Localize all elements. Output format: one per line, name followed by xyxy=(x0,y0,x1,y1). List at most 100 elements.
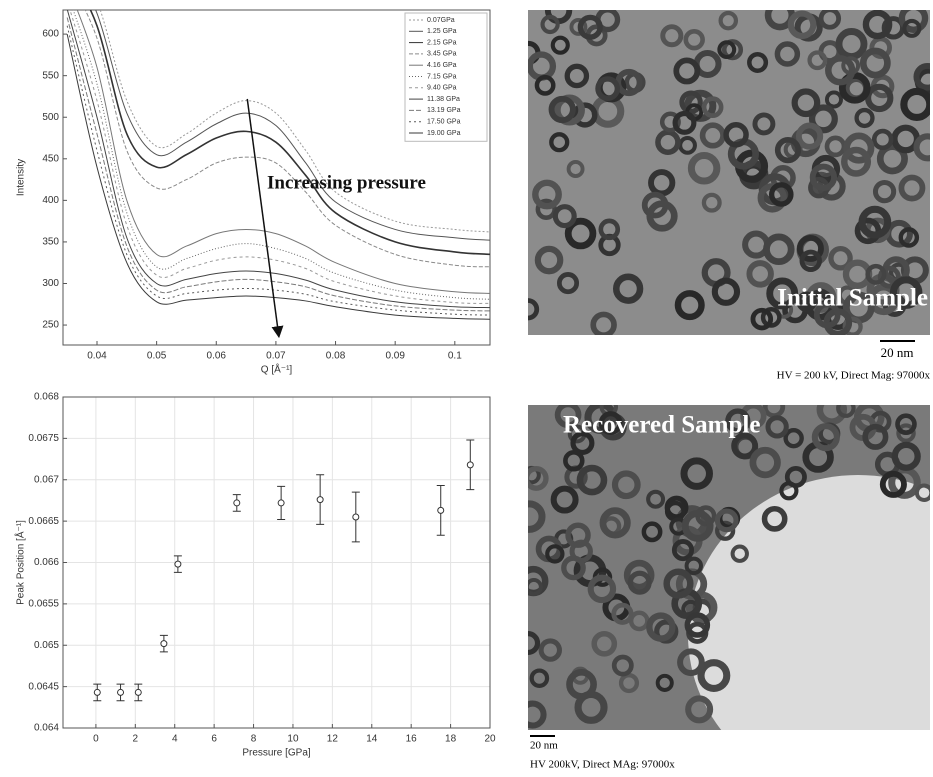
data-point xyxy=(233,499,241,507)
particle xyxy=(750,307,774,331)
x-tick-label: 0.08 xyxy=(326,351,346,362)
particle xyxy=(552,204,577,229)
x-tick-label: 10 xyxy=(287,734,299,745)
particle xyxy=(842,316,863,335)
particle xyxy=(611,602,634,625)
particle xyxy=(730,544,749,563)
particle xyxy=(545,544,565,564)
particle xyxy=(902,18,922,38)
particle xyxy=(760,306,782,328)
micrograph xyxy=(528,405,930,730)
particle xyxy=(808,104,838,134)
particle xyxy=(809,163,838,191)
particle xyxy=(731,432,758,460)
particle xyxy=(687,152,721,185)
particle xyxy=(564,63,590,89)
x-tick-label: 6 xyxy=(211,734,217,745)
particle xyxy=(528,631,541,656)
particle xyxy=(701,96,724,118)
particle xyxy=(590,311,617,335)
y-axis-label: Peak Position [Å⁻¹] xyxy=(14,520,27,605)
particle xyxy=(528,298,540,321)
legend-label: 0.07GPa xyxy=(427,17,455,24)
legend-label: 17.50 GPa xyxy=(427,119,461,126)
particle xyxy=(564,217,597,250)
legend-label: 7.15 GPa xyxy=(427,73,457,80)
particle xyxy=(677,648,705,677)
data-point xyxy=(316,496,324,504)
legend-label: 2.15 GPa xyxy=(427,39,457,46)
data-line xyxy=(89,10,490,256)
particle xyxy=(655,129,681,156)
particle xyxy=(627,570,652,595)
data-point xyxy=(117,688,125,696)
legend-label: 1.25 GPa xyxy=(427,28,457,35)
y-tick-label: 250 xyxy=(42,320,59,331)
particle xyxy=(774,137,802,164)
particle xyxy=(787,10,817,40)
data-line xyxy=(66,10,490,309)
particle xyxy=(761,505,788,532)
particle xyxy=(779,481,799,501)
particle xyxy=(766,277,799,310)
y-tick-label: 550 xyxy=(42,70,59,81)
y-tick-label: 0.065 xyxy=(34,640,59,651)
x-tick-label: 0 xyxy=(93,734,99,745)
image-label: Recovered Sample xyxy=(563,412,760,439)
particle xyxy=(763,233,795,266)
particle xyxy=(618,672,640,694)
particle xyxy=(648,169,676,197)
particle xyxy=(566,668,597,700)
particle xyxy=(871,128,894,151)
particle xyxy=(554,94,585,126)
particle xyxy=(563,449,585,472)
x-tick-label: 18 xyxy=(445,734,457,745)
particle xyxy=(900,87,930,121)
x-tick-label: 16 xyxy=(406,734,418,745)
particle xyxy=(774,41,801,67)
y-tick-label: 0.0665 xyxy=(28,516,59,527)
y-tick-label: 0.066 xyxy=(34,557,59,568)
data-line xyxy=(72,10,490,300)
particle xyxy=(569,18,588,36)
particle xyxy=(811,423,840,452)
particle xyxy=(628,610,650,632)
particle xyxy=(612,273,644,304)
particle xyxy=(561,555,586,581)
particle xyxy=(898,10,929,33)
x-tick-label: 0.07 xyxy=(266,351,286,362)
image-caption: HV = 200 kV, Direct Mag: 97000x xyxy=(777,370,931,382)
particle xyxy=(865,263,887,285)
particle xyxy=(914,483,930,503)
x-tick-label: 0.06 xyxy=(207,351,227,362)
particle xyxy=(646,200,678,232)
particle xyxy=(865,83,894,113)
particle xyxy=(854,107,875,129)
particle xyxy=(587,574,617,604)
particle xyxy=(841,146,872,177)
legend-label: 11.38 GPa xyxy=(427,96,460,103)
image-caption: HV 200kV, Direct MAg: 97000x xyxy=(530,759,675,771)
particle xyxy=(570,431,595,456)
particle xyxy=(534,245,564,275)
image-label: Initial Sample xyxy=(777,285,928,312)
data-point xyxy=(134,688,142,696)
particle xyxy=(799,249,822,272)
particle xyxy=(673,57,701,85)
particle xyxy=(674,290,705,321)
x-tick-label: 0.04 xyxy=(87,351,107,362)
particle xyxy=(889,276,923,309)
particle xyxy=(655,673,674,692)
particle xyxy=(679,90,703,114)
particle xyxy=(534,74,556,96)
particle xyxy=(795,122,824,150)
particle xyxy=(859,47,891,79)
particle xyxy=(825,55,856,86)
particle xyxy=(641,521,663,543)
particle xyxy=(746,260,774,288)
particle xyxy=(538,638,562,662)
y-tick-label: 350 xyxy=(42,237,59,248)
x-axis-label: Q [Å⁻¹] xyxy=(261,363,293,376)
particle xyxy=(576,464,608,496)
